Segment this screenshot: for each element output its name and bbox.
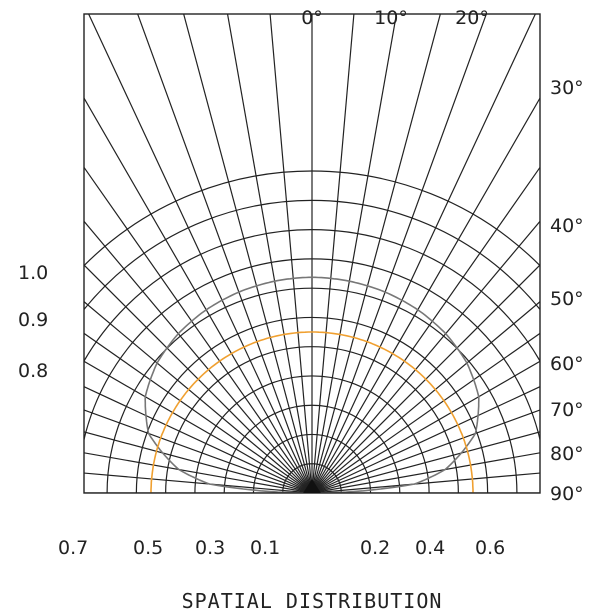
spoke-70	[311, 409, 540, 493]
ring-3	[223, 404, 401, 493]
spoke-m5	[269, 14, 313, 493]
bottom-label-0.4: 0.4	[415, 537, 445, 559]
spoke-m65	[84, 386, 313, 493]
polar-grid	[84, 14, 540, 493]
spoke-m15	[183, 14, 313, 493]
chart-title: SPATIAL DISTRIBUTION	[182, 589, 443, 613]
angle-label-10: 10°	[374, 7, 408, 29]
spoke-50	[311, 300, 540, 493]
spoke-m25	[87, 14, 313, 493]
ring-8	[84, 258, 540, 443]
series-layer	[144, 276, 480, 493]
spoke-35	[311, 166, 540, 493]
ring-6	[135, 316, 489, 493]
bottom-label-0.3: 0.3	[195, 537, 225, 559]
spoke-m50	[84, 300, 313, 493]
ring-1	[282, 463, 342, 493]
spoke-55	[311, 332, 540, 493]
ring-7	[106, 287, 518, 493]
angle-label-80: 80°	[550, 443, 584, 465]
left-axis-label-0.9: 0.9	[18, 309, 48, 331]
ring-9	[84, 229, 540, 363]
spoke-80	[311, 452, 540, 493]
spoke-m10	[226, 14, 313, 493]
left-axis-label-1.0: 1.0	[18, 262, 48, 284]
spoke-5	[311, 14, 355, 493]
spoke-m80	[84, 452, 313, 493]
angle-label-60: 60°	[550, 353, 584, 375]
angle-label-90: 90°	[550, 483, 584, 505]
angle-label-70: 70°	[550, 399, 584, 421]
spoke-m35	[84, 166, 313, 493]
origin-marker	[303, 479, 321, 493]
spoke-75	[311, 431, 540, 493]
spoke-40	[311, 220, 540, 493]
spoke-m30	[84, 96, 313, 493]
angle-label-0: 0°	[301, 7, 323, 29]
spoke-m45	[84, 264, 313, 493]
angle-label-30: 30°	[550, 77, 584, 99]
spoke-m70	[84, 409, 313, 493]
angle-label-50: 50°	[550, 288, 584, 310]
spoke-m55	[84, 332, 313, 493]
spoke-m85	[84, 472, 313, 493]
ring-11	[84, 170, 540, 267]
bottom-label-0.5: 0.5	[133, 537, 163, 559]
series-curve-2	[150, 331, 474, 493]
spoke-60	[311, 360, 540, 493]
spoke-m40	[84, 220, 313, 493]
left-axis-label-0.8: 0.8	[18, 360, 48, 382]
bottom-label-0.7: 0.7	[58, 537, 88, 559]
series-curve-1	[144, 276, 480, 493]
spoke-45	[311, 264, 540, 493]
spoke-15	[311, 14, 441, 493]
ring-5	[165, 346, 459, 493]
spoke-10	[311, 14, 398, 493]
spoke-m60	[84, 360, 313, 493]
ring-4	[194, 375, 430, 493]
bottom-label-0.6: 0.6	[475, 537, 505, 559]
spoke-20	[311, 14, 487, 493]
bottom-label-0.2: 0.2	[360, 537, 390, 559]
spoke-30	[311, 96, 540, 493]
spoke-25	[311, 14, 537, 493]
angle-label-20: 20°	[455, 7, 489, 29]
spoke-m20	[137, 14, 313, 493]
ring-10	[84, 199, 540, 311]
angle-label-40: 40°	[550, 215, 584, 237]
spoke-m75	[84, 431, 313, 493]
spoke-85	[311, 472, 540, 493]
ring-2	[252, 434, 372, 493]
spoke-65	[311, 386, 540, 493]
bottom-label-0.1: 0.1	[250, 537, 280, 559]
